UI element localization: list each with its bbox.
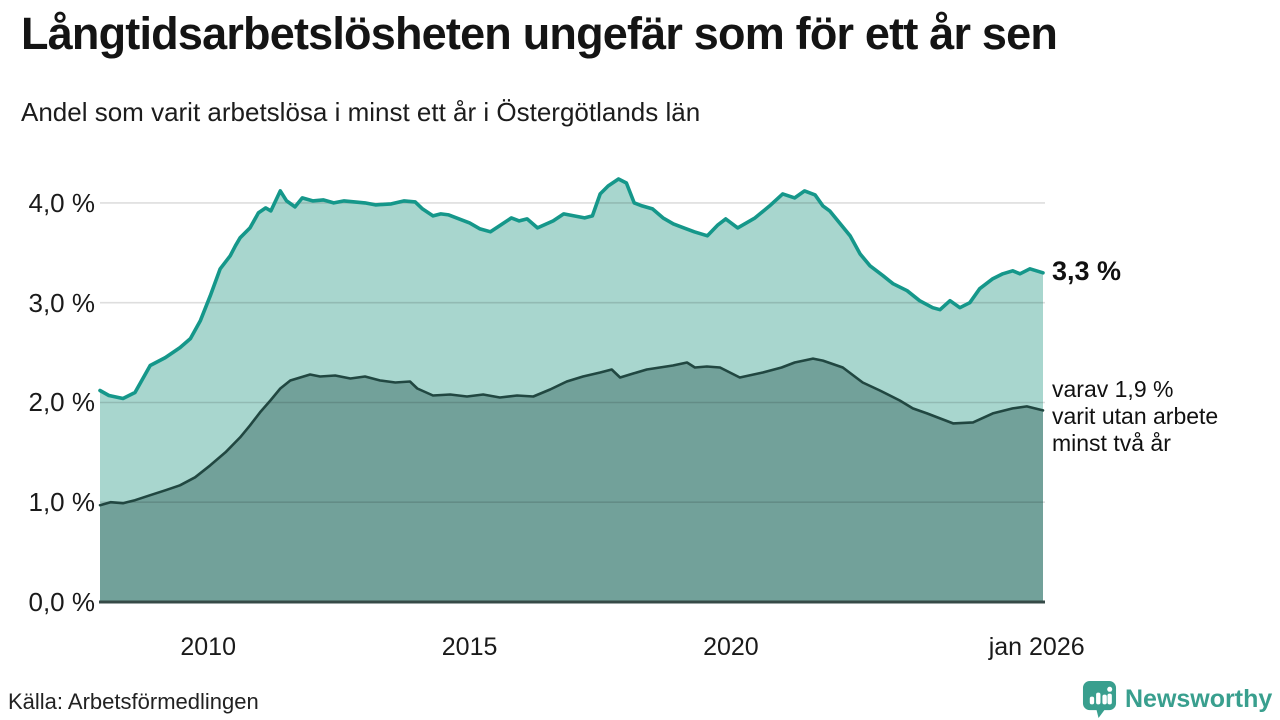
y-tick-label: 3,0 % [28,287,96,318]
end-value-label: 3,3 % [1052,256,1122,286]
x-axis-labels: 2010 2015 2020 jan 2026 [0,633,1280,669]
y-axis-labels: 0,0 % 1,0 % 2,0 % 3,0 % 4,0 % [0,0,96,720]
x-tick-label: jan 2026 [988,633,1085,661]
source-text: Källa: Arbetsförmedlingen [8,689,259,714]
newsworthy-icon [1082,681,1117,718]
series-line [98,177,1045,401]
x-tick-label: 2015 [441,633,498,661]
side-note-label: varav 1,9 % varit utan arbete minst två … [1052,376,1219,456]
page-subtitle: Andel som varit arbetslösa i minst ett å… [21,97,701,127]
y-tick-label: 1,0 % [28,487,96,518]
y-tick-label: 2,0 % [28,387,96,418]
series-line [98,357,1045,507]
x-tick-label: 2020 [703,633,759,661]
newsworthy-logo[interactable]: Newsworthy [1082,679,1272,719]
area-fill [100,358,1043,602]
brand-name: Newsworthy [1125,684,1273,713]
y-tick-label: 4,0 % [28,187,96,218]
y-tick-label: 0,0 % [28,587,96,617]
x-tick-label: 2010 [180,633,236,661]
page-title: Långtidsarbetslösheten ungefär som för e… [21,8,1058,59]
